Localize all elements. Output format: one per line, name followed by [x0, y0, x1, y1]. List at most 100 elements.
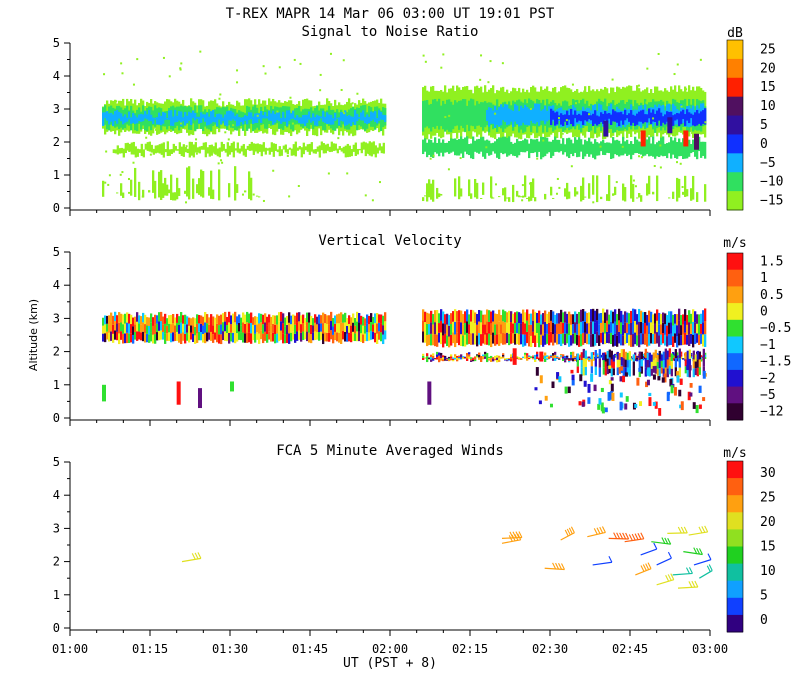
wind-barb-flag	[640, 532, 645, 540]
snr-cell	[292, 110, 295, 119]
y-tick-label: 5	[53, 455, 60, 469]
velocity-cell	[642, 358, 645, 361]
velocity-cell	[466, 309, 469, 322]
velocity-cell	[576, 313, 579, 325]
wind-barb	[683, 547, 703, 556]
velocity-cell	[138, 331, 141, 340]
velocity-cell	[694, 368, 697, 376]
snr-cell	[490, 143, 493, 155]
velocity-cell	[632, 321, 635, 335]
velocity-cell	[532, 320, 535, 332]
velocity-cell	[566, 333, 569, 344]
velocity-speck	[600, 402, 604, 412]
velocity-speck	[604, 407, 608, 413]
snr-cell	[150, 144, 153, 153]
colorbar-label: 5	[760, 118, 768, 133]
velocity-cell	[648, 333, 651, 346]
velocity-cell	[702, 334, 705, 347]
wind-barb-shaft	[693, 559, 712, 566]
velocity-speck	[587, 397, 591, 404]
snr-cell	[168, 189, 171, 194]
snr-cell	[434, 98, 437, 129]
velocity-speck	[698, 385, 702, 393]
velocity-cell	[448, 359, 451, 362]
snr-cell	[374, 111, 377, 122]
velocity-cell	[674, 358, 677, 368]
wind-barb-shaft	[560, 532, 575, 541]
velocity-cell	[676, 336, 679, 348]
snr-cell	[152, 170, 155, 193]
snr-cell	[576, 139, 579, 158]
velocity-cell	[358, 322, 361, 332]
snr-cell	[314, 149, 317, 154]
snr-cell	[672, 140, 675, 155]
velocity-cell	[344, 312, 347, 323]
velocity-cell	[204, 322, 207, 333]
y-tick-label: 3	[53, 311, 60, 325]
snr-cell	[552, 139, 555, 156]
snr-cell	[606, 194, 609, 201]
velocity-cell	[450, 358, 453, 361]
velocity-cell	[566, 356, 569, 359]
snr-cell	[312, 149, 315, 154]
snr-cell	[102, 112, 105, 126]
snr-cell	[168, 110, 171, 120]
velocity-cell	[312, 318, 315, 326]
velocity-cell	[610, 350, 613, 360]
velocity-cell	[504, 311, 507, 323]
velocity-cell	[580, 367, 583, 376]
snr-cell	[380, 146, 383, 154]
velocity-cell	[596, 355, 599, 357]
snr-cell	[454, 178, 457, 197]
snr-cell	[330, 141, 333, 152]
y-tick-label: 0	[53, 201, 60, 215]
velocity-cell	[446, 357, 449, 359]
velocity-cell	[442, 335, 445, 348]
snr-cell	[272, 143, 275, 157]
velocity-cell	[270, 325, 273, 334]
y-tick-label: 0	[53, 411, 60, 425]
velocity-speck	[587, 383, 591, 393]
snr-speck	[529, 108, 532, 111]
velocity-cell	[146, 325, 149, 334]
velocity-cell	[616, 314, 619, 325]
velocity-cell	[510, 332, 513, 344]
velocity-cell	[630, 359, 633, 361]
velocity-cell	[234, 311, 237, 323]
velocity-cell	[212, 334, 215, 343]
snr-cell	[690, 188, 693, 201]
velocity-cell	[266, 316, 269, 326]
velocity-cell	[698, 351, 701, 360]
velocity-cell	[434, 358, 437, 360]
snr-cell	[194, 142, 197, 153]
snr-cell	[594, 139, 597, 160]
velocity-cell	[200, 315, 203, 324]
velocity-cell	[262, 333, 265, 344]
snr-cell	[300, 147, 303, 158]
snr-cell	[282, 145, 285, 150]
velocity-cell	[628, 359, 631, 369]
snr-cell	[530, 109, 533, 121]
snr-cell	[552, 197, 555, 199]
snr-cell	[206, 112, 209, 126]
velocity-cell	[470, 333, 473, 345]
velocity-cell	[570, 351, 573, 355]
snr-cell	[182, 144, 185, 157]
velocity-cell	[120, 331, 123, 340]
velocity-cell	[380, 323, 383, 333]
snr-speck	[680, 105, 683, 108]
velocity-speck	[639, 401, 643, 407]
velocity-cell	[230, 324, 233, 333]
velocity-speck	[579, 374, 583, 382]
velocity-cell	[362, 316, 365, 326]
velocity-cell	[276, 315, 279, 325]
velocity-cell	[666, 325, 669, 337]
velocity-cell	[594, 322, 597, 334]
velocity-cell	[454, 334, 457, 348]
velocity-cell	[304, 325, 307, 333]
wind-barb-flag	[683, 526, 688, 534]
snr-cell	[324, 116, 327, 123]
wind-barb-flag	[599, 526, 604, 534]
snr-cell	[336, 148, 339, 154]
snr-cell	[226, 142, 229, 157]
